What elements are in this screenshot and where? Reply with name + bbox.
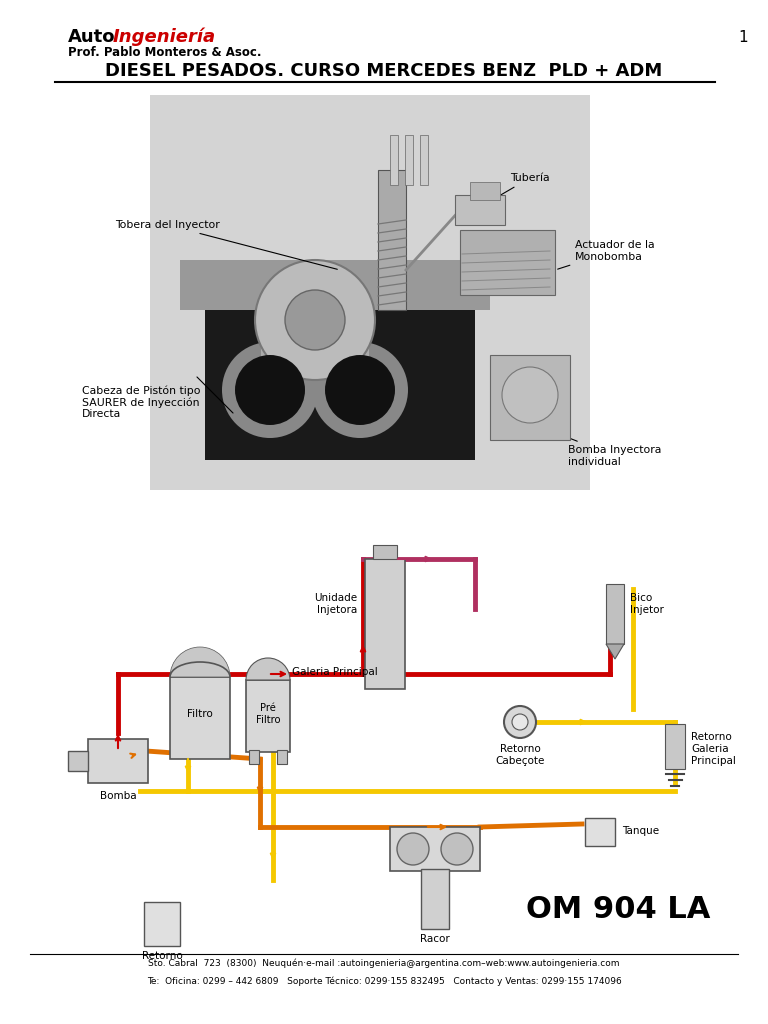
Bar — [205, 260, 475, 460]
Text: Retorno: Retorno — [141, 951, 182, 961]
Bar — [490, 355, 570, 440]
Bar — [170, 677, 230, 759]
Circle shape — [312, 342, 408, 438]
Text: Racor: Racor — [420, 934, 450, 944]
Bar — [88, 739, 148, 783]
Text: Tanque: Tanque — [622, 826, 659, 836]
Circle shape — [441, 833, 473, 865]
Bar — [421, 869, 449, 929]
Circle shape — [255, 260, 375, 380]
Circle shape — [285, 290, 345, 350]
Bar — [606, 584, 624, 644]
Bar — [277, 750, 287, 764]
Circle shape — [222, 342, 318, 438]
Bar — [144, 902, 180, 946]
Bar — [390, 827, 480, 871]
Text: Galeria Principal: Galeria Principal — [292, 667, 378, 677]
Circle shape — [512, 714, 528, 730]
Text: Ingeniería: Ingeniería — [113, 28, 216, 46]
Bar — [180, 260, 490, 310]
Text: Filtro: Filtro — [187, 709, 213, 719]
Bar — [68, 751, 88, 771]
Text: Actuador de la
Monobomba: Actuador de la Monobomba — [558, 240, 654, 269]
Circle shape — [235, 355, 305, 425]
Text: DIESEL PESADOS. CURSO MERCEDES BENZ  PLD + ADM: DIESEL PESADOS. CURSO MERCEDES BENZ PLD … — [105, 62, 663, 80]
Text: Te:  Oficina: 0299 – 442 6809   Soporte Técnico: 0299·155 832495   Contacto y Ve: Te: Oficina: 0299 – 442 6809 Soporte Téc… — [147, 976, 621, 985]
Circle shape — [325, 355, 395, 425]
Text: 1: 1 — [738, 30, 748, 45]
Polygon shape — [606, 644, 624, 659]
Circle shape — [502, 367, 558, 423]
Bar — [455, 195, 505, 225]
Text: Bico
Injetor: Bico Injetor — [630, 593, 664, 614]
Bar — [460, 230, 555, 295]
Bar — [246, 680, 290, 752]
Text: Pré
Filtro: Pré Filtro — [256, 703, 280, 725]
Circle shape — [504, 706, 536, 738]
Bar — [150, 95, 590, 490]
Bar — [351, 310, 369, 375]
Text: Retorno
Galeria
Principal: Retorno Galeria Principal — [691, 732, 736, 766]
Wedge shape — [246, 658, 290, 680]
Text: Bomba: Bomba — [100, 791, 136, 801]
Bar — [665, 724, 685, 769]
Text: Sto. Cabral  723  (8300)  Neuquén·e-mail :autoingenieria@argentina.com–web:www.a: Sto. Cabral 723 (8300) Neuquén·e-mail :a… — [148, 959, 620, 969]
Bar — [470, 182, 500, 200]
Text: Auto: Auto — [68, 28, 115, 46]
Bar — [405, 135, 413, 185]
Text: OM 904 LA: OM 904 LA — [525, 895, 710, 924]
Text: Tubería: Tubería — [478, 173, 550, 209]
Circle shape — [397, 833, 429, 865]
Bar — [420, 135, 428, 185]
Bar — [378, 170, 406, 310]
Text: Bomba Inyectora
individual: Bomba Inyectora individual — [512, 416, 661, 467]
Bar — [585, 818, 615, 846]
Text: Unidade
Injetora: Unidade Injetora — [314, 593, 357, 614]
Text: Cabeza de Pistón tipo
SAURER de Inyección
Directa: Cabeza de Pistón tipo SAURER de Inyecció… — [82, 385, 200, 419]
Wedge shape — [170, 647, 230, 677]
Bar — [365, 559, 405, 689]
Bar — [249, 750, 259, 764]
Bar — [373, 545, 397, 559]
Text: Retorno
Cabeçote: Retorno Cabeçote — [495, 744, 545, 766]
Text: Prof. Pablo Monteros & Asoc.: Prof. Pablo Monteros & Asoc. — [68, 46, 261, 59]
Text: Tobera del Inyector: Tobera del Inyector — [115, 220, 337, 269]
Bar — [390, 135, 398, 185]
Bar — [261, 310, 279, 375]
